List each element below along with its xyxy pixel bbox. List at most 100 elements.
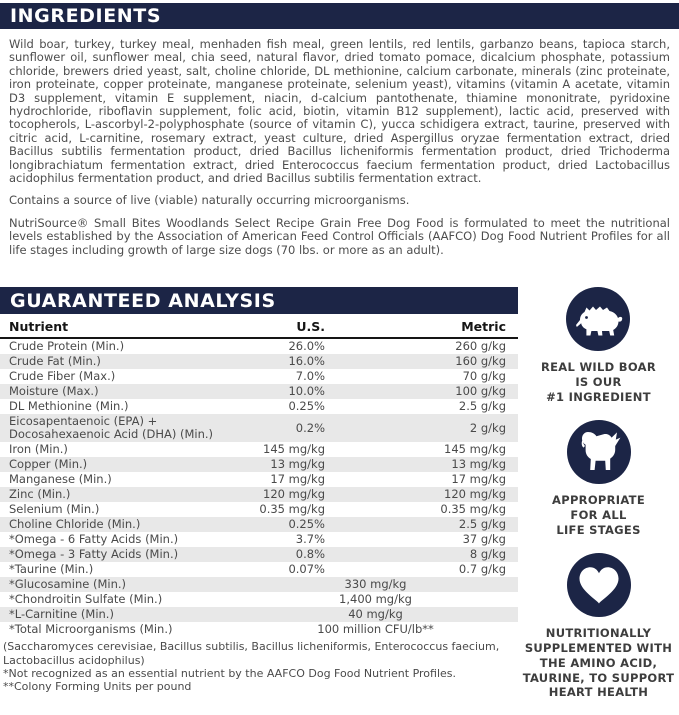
us-value-cell: 26.0% [288,339,325,354]
footnote-line: (Saccharomyces cerevisiae, Bacillus subt… [3,640,500,667]
badge-real-wild-boar: REAL WILD BOAR IS OUR #1 INGREDIENT [541,287,656,405]
ingredients-header-label: INGREDIENTS [10,5,162,27]
table-row: Iron (Min.) 145 mg/kg 145 mg/kg [0,442,518,457]
nutrient-cell: *Omega - 3 Fatty Acids (Min.) [9,547,179,562]
metric-value-cell: 260 g/kg [455,339,506,354]
us-value-cell: 17 mg/kg [270,472,325,487]
table-row: *Total Microorganisms (Min.) 100 million … [0,622,518,637]
table-row: DL Methionine (Min.) 0.25% 2.5 g/kg [0,399,518,414]
guaranteed-analysis-header-label: GUARANTEED ANALYSIS [10,289,276,312]
guaranteed-analysis-body: Crude Protein (Min.) 26.0% 260 g/kg Crude F… [0,338,518,637]
nutrient-cell: Copper (Min.) [9,457,88,472]
table-row: Manganese (Min.) 17 mg/kg 17 mg/kg [0,472,518,487]
table-row: *Taurine (Min.) 0.07% 0.7 g/kg [0,562,518,577]
metric-value-cell: 160 g/kg [455,354,506,369]
guaranteed-analysis-header: GUARANTEED ANALYSIS [0,287,518,315]
us-value-cell: 10.0% [288,384,325,399]
heart-icon [566,552,631,617]
badges-column: REAL WILD BOAR IS OUR #1 INGREDIENT APPR… [518,287,679,715]
combined-value-cell: 1,400 mg/kg [339,592,412,607]
table-row: Crude Fat (Min.) 16.0% 160 g/kg [0,354,518,370]
ingredients-list: Wild boar, turkey, turkey meal, menhaden… [9,37,670,186]
microorganisms-note: Contains a source of live (viable) natur… [9,193,410,208]
table-row: *Glucosamine (Min.) 330 mg/kg [0,577,518,593]
us-value-cell: 7.0% [295,369,325,384]
metric-value-cell: 2 g/kg [469,420,506,435]
metric-value-cell: 70 g/kg [462,369,506,384]
footnote-line: **Colony Forming Units per pound [3,680,192,694]
table-row: Crude Fiber (Max.) 7.0% 70 g/kg [0,369,518,384]
us-value-cell: 0.2% [295,420,325,435]
aafco-statement: NutriSource® Small Bites Woodlands Selec… [9,215,670,257]
combined-value-cell: 100 million CFU/lb** [317,622,434,637]
nutrient-cell: Crude Fiber (Max.) [9,369,116,384]
table-row: *Omega - 6 Fatty Acids (Min.) 3.7% 37 g/kg [0,532,518,547]
nutrient-cell: DL Methionine (Min.) [9,399,129,414]
lower-section: GUARANTEED ANALYSIS Nutrient U.S. Metric… [0,287,679,715]
column-header-nutrient: Nutrient [0,318,233,340]
us-value-cell: 0.8% [295,547,325,562]
nutrient-cell: Choline Chloride (Min.) [9,517,141,532]
table-row: Zinc (Min.) 120 mg/kg 120 mg/kg [0,487,518,503]
us-value-cell: 0.07% [288,562,325,577]
dog-icon [566,419,631,484]
table-row: *Chondroitin Sulfate (Min.) 1,400 mg/kg [0,592,518,607]
metric-value-cell: 100 g/kg [455,384,506,399]
metric-value-cell: 8 g/kg [469,547,506,562]
metric-value-cell: 120 mg/kg [444,487,506,502]
nutrient-cell: Eicosapentaenoic (EPA) + Docosahexaenoic… [9,414,214,442]
nutrient-cell: Iron (Min.) [9,442,68,457]
us-value-cell: 145 mg/kg [263,442,325,457]
metric-value-cell: 0.7 g/kg [458,562,506,577]
metric-value-cell: 37 g/kg [462,532,506,547]
column-header-metric: Metric [325,318,518,340]
table-row: *Omega - 3 Fatty Acids (Min.) 0.8% 8 g/kg [0,547,518,563]
footnotes: (Saccharomyces cerevisiae, Bacillus subt… [0,640,512,694]
nutrient-cell: *L-Carnitine (Min.) [9,607,114,622]
badge-label: REAL WILD BOAR IS OUR #1 INGREDIENT [541,360,656,404]
nutrient-cell: Manganese (Min.) [9,472,112,487]
table-row: *L-Carnitine (Min.) 40 mg/kg [0,607,518,623]
table-row: Moisture (Max.) 10.0% 100 g/kg [0,384,518,400]
combined-value-cell: 330 mg/kg [344,577,407,592]
nutrient-cell: Crude Fat (Min.) [9,354,101,369]
table-row: Choline Chloride (Min.) 0.25% 2.5 g/kg [0,517,518,533]
combined-value-cell: 40 mg/kg [348,607,403,622]
us-value-cell: 16.0% [288,354,325,369]
dog-food-label: INGREDIENTS Wild boar, turkey, turkey me… [0,3,679,699]
ingredients-section: Wild boar, turkey, turkey meal, menhaden… [0,37,679,257]
nutrient-cell: *Taurine (Min.) [9,562,94,577]
table-row: Eicosapentaenoic (EPA) + Docosahexaenoic… [0,414,518,443]
badge-label: NUTRITIONALLY SUPPLEMENTED WITH THE AMIN… [522,625,675,700]
metric-value-cell: 145 mg/kg [444,442,506,457]
us-value-cell: 13 mg/kg [270,457,325,472]
column-header-us: U.S. [233,318,325,340]
nutrient-cell: Zinc (Min.) [9,487,71,502]
badge-life-stages: APPROPRIATE FOR ALL LIFE STAGES [552,419,645,538]
metric-value-cell: 2.5 g/kg [458,517,506,532]
table-header-row: Nutrient U.S. Metric [0,318,518,340]
ingredients-header: INGREDIENTS [0,3,679,29]
nutrient-cell: *Omega - 6 Fatty Acids (Min.) [9,532,179,547]
nutrient-cell: Crude Protein (Min.) [9,339,125,354]
metric-value-cell: 17 mg/kg [451,472,506,487]
us-value-cell: 3.7% [295,532,325,547]
table-row: Selenium (Min.) 0.35 mg/kg 0.35 mg/kg [0,502,518,517]
metric-value-cell: 0.35 mg/kg [440,502,506,517]
us-value-cell: 0.25% [288,517,325,532]
badge-heart-health: NUTRITIONALLY SUPPLEMENTED WITH THE AMIN… [522,552,675,701]
badge-label: APPROPRIATE FOR ALL LIFE STAGES [552,492,645,537]
metric-value-cell: 2.5 g/kg [458,399,506,414]
guaranteed-analysis-table: Nutrient U.S. Metric Crude Protein (Min.… [0,318,518,637]
us-value-cell: 0.35 mg/kg [259,502,325,517]
boar-icon [566,287,631,352]
table-row: Copper (Min.) 13 mg/kg 13 mg/kg [0,457,518,473]
nutrient-cell: Moisture (Max.) [9,384,99,399]
footnote-line: *Not recognized as an essential nutrient… [3,666,456,680]
us-value-cell: 0.25% [288,399,325,414]
table-row: Crude Protein (Min.) 26.0% 260 g/kg [0,338,518,354]
guaranteed-analysis-section: GUARANTEED ANALYSIS Nutrient U.S. Metric… [0,287,518,715]
metric-value-cell: 13 mg/kg [451,457,506,472]
nutrient-cell: *Total Microorganisms (Min.) [9,622,173,637]
nutrient-cell: Selenium (Min.) [9,502,100,517]
